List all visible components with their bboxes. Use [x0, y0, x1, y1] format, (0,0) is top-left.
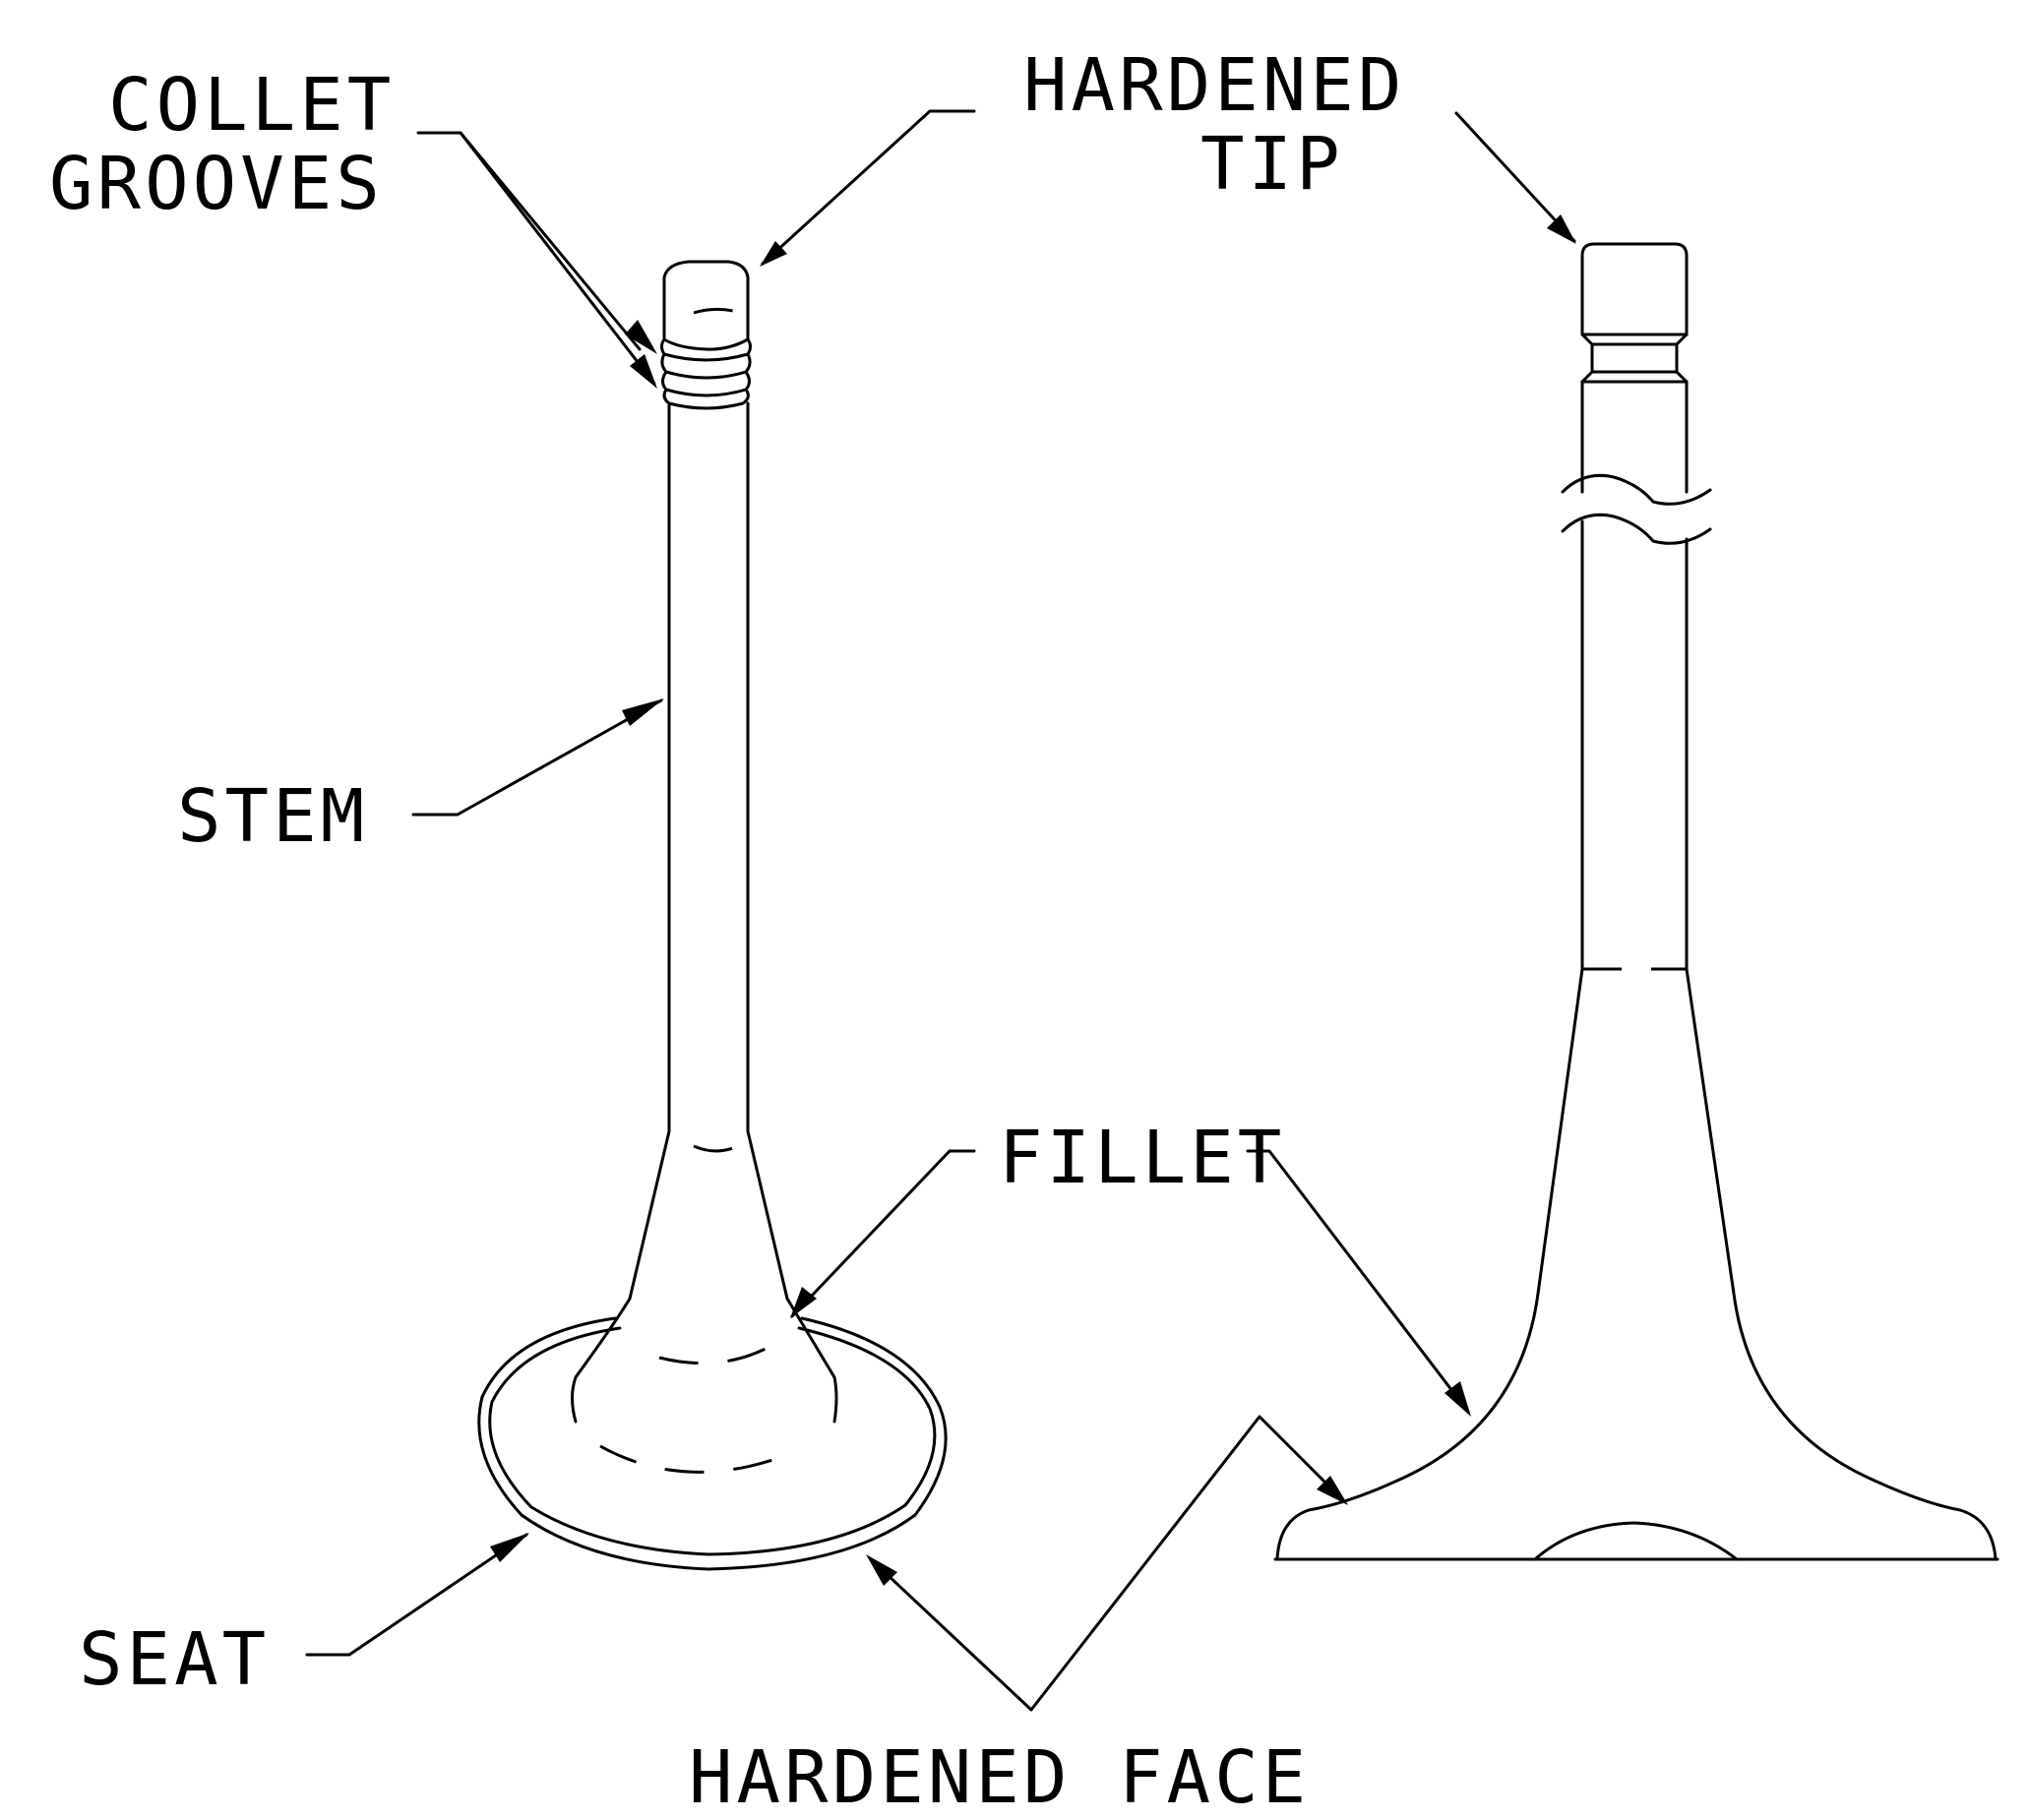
leaders: [305, 109, 1576, 1712]
neck-left: [571, 1129, 671, 1424]
label-grooves: GROOVES: [49, 142, 384, 226]
profile-face-recess: [1533, 1521, 1739, 1561]
break-line-upper: [1561, 473, 1712, 506]
label-seat: SEAT: [79, 1617, 270, 1702]
head-hidden-edge: [599, 1444, 798, 1474]
profile-flare-left: [1275, 967, 1584, 1561]
labels: COLLET GROOVES HARDENED TIP STEM FILLET …: [49, 43, 1405, 1820]
collet-grooves-leader-2: [459, 131, 656, 386]
profile-tip: [1580, 242, 1689, 336]
collet-groove-lower: [661, 370, 751, 397]
collet-grooves-arrowhead-2: [630, 354, 657, 389]
collet-groove-upper: [660, 337, 752, 362]
break-line-lower: [1561, 513, 1712, 545]
collet-groove-middle: [660, 352, 752, 380]
valve-tip: [662, 260, 750, 351]
label-stem: STEM: [177, 774, 368, 859]
head-outer: [477, 1316, 948, 1571]
fillet-arrowhead-right: [1445, 1381, 1471, 1417]
profile-groove: [1580, 333, 1689, 384]
hardened-tip-arrowhead-right: [1547, 214, 1576, 244]
head-inner: [488, 1326, 937, 1556]
hardened-tip-leader-right: [1454, 111, 1576, 243]
label-hardened-tip-1: HARDENED: [1023, 43, 1405, 128]
valve-profile-view: [1273, 242, 1999, 1561]
tip-hidden-edge: [693, 307, 734, 315]
stem-leader: [411, 698, 663, 817]
valve-3d-view: [477, 260, 948, 1571]
label-collet: COLLET: [108, 63, 395, 148]
seat-arrowhead: [490, 1533, 529, 1562]
label-hardened-tip-2: TIP: [1200, 122, 1344, 207]
hardened-face-leader: [869, 1415, 1345, 1712]
label-fillet: FILLET: [999, 1116, 1285, 1200]
stem-top-ring: [662, 388, 750, 410]
fillet-hidden-edge: [658, 1346, 769, 1365]
hardened-face-arrowhead-left: [866, 1554, 897, 1586]
hardened-face-arrowhead-right: [1317, 1476, 1348, 1505]
neck-right: [746, 1129, 838, 1424]
stem-arrowhead: [622, 698, 664, 726]
hardened-tip-arrowhead-left: [760, 241, 787, 267]
label-hardened-face: HARDENED FACE: [689, 1735, 1310, 1820]
profile-flare-right: [1685, 967, 1998, 1561]
fillet-arrowhead-left: [790, 1287, 817, 1318]
hardened-tip-leader-left: [761, 109, 976, 266]
stem-hidden-edge: [693, 1144, 739, 1153]
collet-grooves-arrowhead-1: [625, 320, 657, 354]
collet-grooves-leader: [416, 131, 642, 351]
seat-leader: [305, 1533, 528, 1657]
fillet-leader-right: [1246, 1149, 1470, 1414]
fillet-leader-left: [790, 1149, 976, 1318]
